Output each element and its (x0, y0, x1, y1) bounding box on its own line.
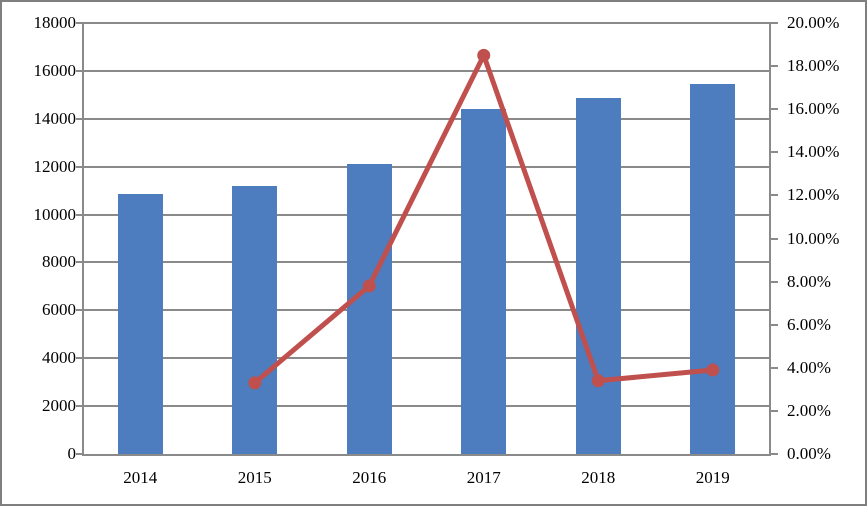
y-axis-right-tick (770, 409, 778, 412)
x-axis-label: 2016 (352, 468, 387, 487)
y-axis-right-tick (770, 237, 778, 240)
growth-line (253, 52, 713, 385)
x-axis-label: 2017 (466, 468, 501, 487)
y-axis-right-tick (770, 366, 778, 369)
y-axis-right-tick (770, 453, 778, 455)
gridline (83, 69, 770, 72)
y-axis-right-label: 6.00% (787, 314, 831, 334)
x-axis-label: 2018 (581, 468, 616, 487)
y-axis-right-label: 18.00% (787, 56, 840, 76)
y-axis-left-label: 16000 (33, 60, 77, 80)
y-axis-left-label: 4000 (42, 348, 76, 368)
y-axis-left-tick (76, 405, 83, 408)
y-axis-left-tick (76, 165, 83, 168)
y-axis-left-label: 14000 (33, 108, 77, 128)
y-axis-right-tick (770, 280, 778, 283)
y-axis-left (82, 23, 84, 456)
gridline (83, 117, 770, 120)
gridline (83, 309, 770, 312)
y-axis-left-tick (76, 453, 83, 455)
bar-2019 (690, 84, 736, 454)
y-axis-right-tick (770, 22, 778, 24)
bar-2017 (461, 109, 507, 454)
y-axis-right-label: 16.00% (787, 99, 840, 119)
y-axis-right-label: 14.00% (787, 142, 840, 162)
growth-line-marker (477, 48, 491, 62)
gridline (83, 213, 770, 216)
y-axis-right-tick (770, 151, 778, 154)
y-axis-right-tick (770, 194, 778, 197)
y-axis-right-label: 0.00% (787, 444, 831, 463)
x-axis (82, 454, 771, 456)
bar-2014 (117, 194, 163, 454)
y-axis-left-tick (76, 117, 83, 120)
y-axis-right-tick (770, 65, 778, 68)
y-axis-right-label: 4.00% (787, 357, 831, 377)
y-axis-left-label: 18000 (33, 13, 77, 32)
y-axis-right (769, 23, 771, 456)
y-axis-right-label: 8.00% (787, 271, 831, 291)
y-axis-left-label: 6000 (42, 300, 76, 320)
y-axis-right-tick (770, 323, 778, 326)
x-axis-label: 2015 (237, 468, 272, 487)
y-axis-left-label: 10000 (33, 204, 77, 224)
y-axis-left-tick (76, 213, 83, 216)
gridline (83, 405, 770, 408)
y-axis-left-label: 2000 (42, 396, 76, 416)
bar-2018 (575, 98, 621, 454)
gridline (83, 357, 770, 360)
y-axis-left-tick (76, 309, 83, 312)
y-axis-right-label: 12.00% (787, 185, 840, 205)
growth-line-marker (706, 363, 720, 377)
y-axis-left-tick (76, 69, 83, 72)
x-axis-label: 2014 (123, 468, 158, 487)
y-axis-left-label: 0 (67, 444, 77, 463)
y-axis-left-tick (76, 357, 83, 360)
growth-line-marker (591, 374, 605, 388)
y-axis-right-label: 2.00% (787, 400, 831, 420)
y-axis-right-label: 10.00% (787, 228, 840, 248)
y-axis-left-tick (76, 261, 83, 264)
gridline (83, 22, 770, 24)
bar-2015 (232, 185, 278, 454)
growth-line-marker (362, 279, 376, 293)
y-axis-left-label: 8000 (42, 252, 76, 272)
y-axis-right-label: 20.00% (787, 13, 840, 32)
growth-line-marker (248, 376, 262, 390)
y-axis-left-label: 12000 (33, 156, 77, 176)
y-axis-right-tick (770, 108, 778, 111)
bar-2016 (346, 164, 392, 454)
gridline (83, 261, 770, 264)
x-axis-label: 2019 (695, 468, 730, 487)
y-axis-left-tick (76, 22, 83, 24)
